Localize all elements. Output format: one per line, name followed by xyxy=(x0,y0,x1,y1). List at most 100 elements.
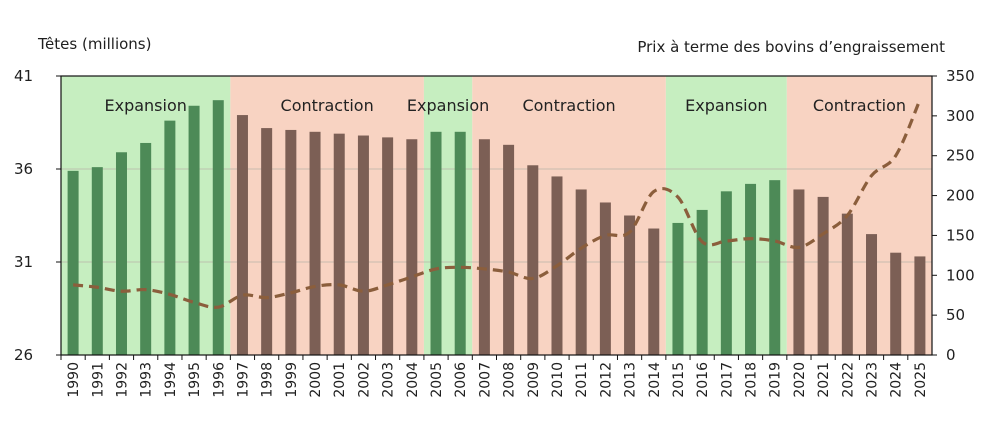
bar-2014 xyxy=(648,228,660,355)
bar-2019 xyxy=(769,180,781,355)
x-tick-label-1991: 1991 xyxy=(90,362,106,398)
bar-2006 xyxy=(454,131,466,355)
x-tick-label-2004: 2004 xyxy=(405,362,421,398)
phase-label-contraction-2020: Contraction xyxy=(813,96,906,115)
phase-label-contraction-2007: Contraction xyxy=(522,96,615,115)
right-tick-label-150: 150 xyxy=(946,226,975,244)
right-tick-label-50: 50 xyxy=(946,306,965,324)
x-tick-label-2025: 2025 xyxy=(913,362,929,398)
bar-2005 xyxy=(430,131,442,355)
right-tick-label-250: 250 xyxy=(946,147,975,165)
bar-2018 xyxy=(745,183,757,355)
right-tick-label-200: 200 xyxy=(946,187,975,205)
bar-2021 xyxy=(817,196,829,355)
bar-2012 xyxy=(599,202,611,355)
bar-2008 xyxy=(503,144,515,355)
bar-2003 xyxy=(382,137,394,355)
phase-label-expansion-1990: Expansion xyxy=(104,96,186,115)
bar-2007 xyxy=(478,139,490,355)
x-tick-label-2024: 2024 xyxy=(889,362,905,398)
x-tick-label-2015: 2015 xyxy=(671,362,687,398)
x-tick-label-2008: 2008 xyxy=(502,362,518,398)
right-tick-label-100: 100 xyxy=(946,266,975,284)
gridlines xyxy=(61,168,932,263)
bar-1990 xyxy=(67,170,79,355)
x-tick-label-2010: 2010 xyxy=(550,362,566,398)
x-tick-label-2020: 2020 xyxy=(792,362,808,398)
bar-1995 xyxy=(188,105,200,355)
x-tick-label-2009: 2009 xyxy=(526,362,542,398)
x-tick-label-2012: 2012 xyxy=(598,362,614,398)
left-tick-label-41: 41 xyxy=(14,67,33,85)
bar-2000 xyxy=(309,131,321,355)
bar-2022 xyxy=(841,213,853,355)
left-tick-label-36: 36 xyxy=(14,160,33,178)
phase-label-contraction-1997: Contraction xyxy=(281,96,374,115)
x-tick-label-2013: 2013 xyxy=(623,362,639,398)
price-line-layer xyxy=(72,99,922,309)
x-tick-label-1990: 1990 xyxy=(66,362,82,398)
x-tick-label-1994: 1994 xyxy=(163,362,179,398)
head-count-bars xyxy=(67,100,926,356)
x-tick-label-1996: 1996 xyxy=(211,362,227,398)
price-line xyxy=(72,99,922,309)
bar-2004 xyxy=(406,139,418,355)
bar-2025 xyxy=(914,256,926,355)
bar-2017 xyxy=(720,191,732,355)
bar-1994 xyxy=(164,120,176,355)
x-tick-label-2001: 2001 xyxy=(332,362,348,398)
left-tick-label-31: 31 xyxy=(14,253,33,271)
bar-1996 xyxy=(212,100,224,356)
x-tick-label-2003: 2003 xyxy=(381,362,397,398)
x-tick-label-2016: 2016 xyxy=(695,362,711,398)
x-tick-label-2007: 2007 xyxy=(477,362,493,398)
x-tick-label-1993: 1993 xyxy=(139,362,155,398)
x-tick-label-2006: 2006 xyxy=(453,362,469,398)
x-tick-label-2017: 2017 xyxy=(719,362,735,398)
bar-2023 xyxy=(866,234,878,355)
bar-2002 xyxy=(357,135,369,355)
x-tick-label-2019: 2019 xyxy=(768,362,784,398)
right-axis-title: Prix à terme des bovins d’engraissement xyxy=(637,38,945,56)
x-tick-label-2022: 2022 xyxy=(840,362,856,398)
bar-2020 xyxy=(793,189,805,355)
left-tick-label-26: 26 xyxy=(14,346,33,364)
phase-label-expansion-2015: Expansion xyxy=(685,96,767,115)
right-tick-label-350: 350 xyxy=(946,67,975,85)
bar-2016 xyxy=(696,209,708,355)
phase-band-contraction-2020 xyxy=(786,76,932,355)
x-tick-label-2014: 2014 xyxy=(647,362,663,398)
right-tick-label-0: 0 xyxy=(946,346,956,364)
x-tick-label-2018: 2018 xyxy=(744,362,760,398)
bar-1999 xyxy=(285,129,297,355)
bar-2015 xyxy=(672,222,684,355)
bar-1998 xyxy=(261,128,273,355)
bar-2024 xyxy=(890,252,902,355)
phase-band-contraction-1997 xyxy=(230,76,424,355)
x-tick-label-1999: 1999 xyxy=(284,362,300,398)
x-tick-label-1992: 1992 xyxy=(114,362,130,398)
bar-1997 xyxy=(236,115,248,355)
bar-1993 xyxy=(140,142,152,355)
x-tick-label-1995: 1995 xyxy=(187,362,203,398)
left-axis-title: Têtes (millions) xyxy=(37,35,151,53)
x-tick-label-2002: 2002 xyxy=(356,362,372,398)
x-tick-label-2000: 2000 xyxy=(308,362,324,398)
bar-1991 xyxy=(91,167,103,355)
bar-2001 xyxy=(333,133,345,355)
bar-2013 xyxy=(624,215,636,355)
phase-band-contraction-2007 xyxy=(472,76,666,355)
x-tick-label-2005: 2005 xyxy=(429,362,445,398)
right-tick-label-300: 300 xyxy=(946,107,975,125)
bar-1992 xyxy=(115,152,127,355)
bar-2009 xyxy=(527,165,539,355)
x-tick-label-2023: 2023 xyxy=(865,362,881,398)
x-tick-label-2011: 2011 xyxy=(574,362,590,398)
phase-label-expansion-2005: Expansion xyxy=(407,96,489,115)
axes: 26 31 36 41 0 50 100 150 200 250 300 350 1990 1991 199… xyxy=(14,67,975,398)
x-tick-label-1997: 1997 xyxy=(235,362,251,398)
x-tick-label-1998: 1998 xyxy=(260,362,276,398)
x-tick-label-2021: 2021 xyxy=(816,362,832,398)
bar-2011 xyxy=(575,189,587,355)
